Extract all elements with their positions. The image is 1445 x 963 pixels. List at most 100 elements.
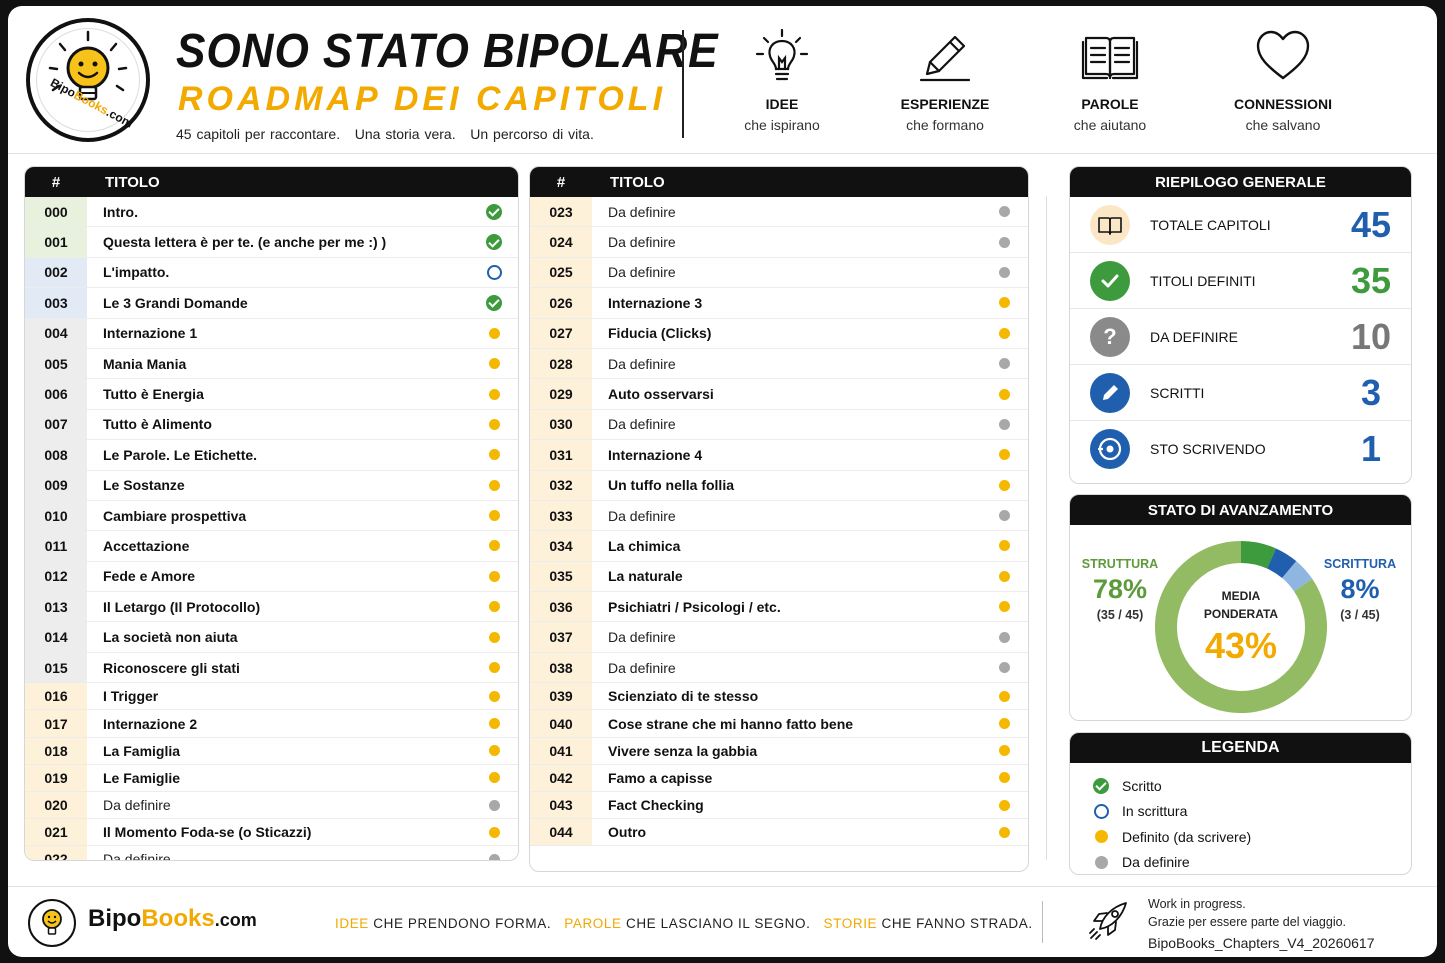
- chapter-title: Scienziato di te stesso: [608, 688, 759, 705]
- chapter-status: [980, 358, 1028, 370]
- struttura-percent: 78%: [1092, 574, 1148, 604]
- scrittura-count: (3 / 45): [1340, 608, 1380, 622]
- chapter-number: 021: [25, 819, 87, 846]
- yellow-dot-icon: [488, 479, 500, 491]
- chapter-title: Fede e Amore: [103, 568, 196, 585]
- chapter-title: Riconoscere gli stati: [103, 659, 240, 676]
- summary-value: 45: [1350, 203, 1392, 245]
- legend-item-da-definire: Da definire: [1090, 850, 1411, 875]
- scrittura-stat: SCRITTURA 8% (3 / 45): [1320, 557, 1400, 622]
- roadmap-page: BipoBooks.com SONO STATO BIPOLARE ROADMA…: [8, 6, 1437, 957]
- chapter-status: [980, 236, 1028, 248]
- chapter-number: 032: [530, 470, 592, 500]
- chapter-number: 004: [25, 318, 87, 348]
- table-row: 025 Da definire: [530, 257, 1028, 289]
- chapter-title: Da definire: [608, 659, 676, 676]
- summary-label: TOTALE CAPITOLI: [1150, 216, 1271, 233]
- chapter-status: [470, 690, 518, 702]
- pillar-connessioni: CONNESSIONI che salvano: [1208, 26, 1358, 133]
- chapter-title: Internazione 2: [103, 715, 198, 732]
- chapter-status: [470, 418, 518, 430]
- gray-dot-icon: [998, 206, 1010, 218]
- summary-label: TITOLI DEFINITI: [1150, 272, 1256, 289]
- chapter-number: 001: [25, 227, 87, 257]
- scrittura-percent: 8%: [1340, 574, 1380, 604]
- chapter-number: 011: [25, 531, 87, 561]
- yellow-dot-icon: [998, 570, 1010, 582]
- chapter-title: Da definire: [608, 416, 676, 433]
- chapter-number: 020: [25, 792, 87, 819]
- chapter-status: [980, 449, 1028, 461]
- summary-title: RIEPILOGO GENERALE: [1070, 167, 1411, 197]
- table-header: # TITOLO: [530, 167, 1028, 197]
- gray-dot-icon: [998, 358, 1010, 370]
- pillar-parole: PAROLE che aiutano: [1035, 26, 1185, 133]
- chapter-title: Tutto è Alimento: [103, 416, 212, 433]
- chapter-title: Da definire: [103, 797, 171, 814]
- donut-segment-in_scrittura: [1267, 548, 1297, 578]
- table-row: 018 La Famiglia: [25, 737, 518, 765]
- ring-icon: [1093, 803, 1109, 819]
- yellow-dot-icon: [998, 540, 1010, 552]
- media-label-1: MEDIA: [1221, 589, 1261, 603]
- tagline: 45 capitoli per raccontare. Una storia v…: [176, 126, 594, 142]
- check-icon: [486, 234, 502, 251]
- summary-value: 35: [1350, 259, 1392, 301]
- chapter-number: 036: [530, 592, 592, 622]
- pillar-parole-line2: che aiutano: [1073, 117, 1147, 133]
- column-header-number: #: [51, 173, 61, 191]
- pencil-icon: [919, 35, 971, 82]
- yellow-dot-icon: [488, 418, 500, 430]
- table-row: 008 Le Parole. Le Etichette.: [25, 440, 518, 471]
- pencil-icon: [1090, 372, 1130, 413]
- yellow-dot-icon: [998, 601, 1010, 613]
- chapter-title: Le Sostanze: [103, 477, 185, 494]
- chapter-number: 043: [530, 792, 592, 819]
- yellow-dot-icon: [998, 449, 1010, 461]
- summary-row: TITOLI DEFINITI 35: [1070, 253, 1411, 309]
- chapter-number: 033: [530, 500, 592, 531]
- footer: BipoBooks.com IDEE CHE PRENDONO FORMA. P…: [8, 886, 1437, 957]
- table-row: 044 Outro: [530, 819, 1028, 847]
- chapter-title: Un tuffo nella follia: [608, 477, 734, 494]
- progress-donut: [1155, 541, 1327, 713]
- table-row: 036 Psichiatri / Psicologi / etc.: [530, 592, 1028, 623]
- pillar-idee-line1: IDEE: [765, 96, 799, 112]
- chapter-status: [980, 631, 1028, 643]
- pillar-idee-line2: che ispirano: [744, 117, 820, 133]
- chapter-status: [980, 418, 1028, 430]
- chapter-title: Da definire: [608, 203, 676, 220]
- summary-label: STO SCRIVENDO: [1150, 441, 1266, 457]
- chapter-number: 015: [25, 652, 87, 683]
- chapter-title: Accettazione: [103, 537, 190, 554]
- chapter-status: [470, 479, 518, 491]
- column-header-number: #: [556, 173, 566, 191]
- yellow-dot-icon: [488, 826, 500, 838]
- chapter-number: 003: [25, 288, 87, 318]
- check-icon: [486, 203, 502, 220]
- donut-segment-scritto: [1241, 541, 1276, 569]
- table-row: 027 Fiducia (Clicks): [530, 318, 1028, 349]
- chapter-number: 027: [530, 318, 592, 348]
- chapter-status: [980, 510, 1028, 522]
- chapter-number: 030: [530, 409, 592, 440]
- chapter-table-right: # TITOLO 023 Da definire 024 Da definire 025…: [529, 166, 1029, 872]
- chapter-status: [980, 327, 1028, 339]
- chapter-status: [470, 294, 518, 311]
- table-row: 043 Fact Checking: [530, 792, 1028, 820]
- legend-label: Scritto: [1122, 777, 1162, 794]
- book-icon: [1081, 36, 1139, 80]
- header: BipoBooks.com SONO STATO BIPOLARE ROADMA…: [8, 6, 1437, 154]
- scrittura-label: SCRITTURA: [1323, 557, 1397, 571]
- chapter-number: 041: [530, 737, 592, 764]
- bipobooks-logo: BipoBooks.com: [26, 18, 150, 142]
- pillar-esperienze-line2: che formano: [906, 117, 984, 133]
- table-row: 007 Tutto è Alimento: [25, 409, 518, 441]
- table-row: 032 Un tuffo nella follia: [530, 470, 1028, 501]
- chapter-title: La Famiglia: [103, 742, 181, 759]
- gray-dot-icon: [488, 799, 500, 811]
- table-row: 042 Famo a capisse: [530, 764, 1028, 792]
- chapter-status: [980, 772, 1028, 784]
- chapter-title: Da definire: [608, 355, 676, 372]
- page-title: SONO STATO BIPOLARE: [176, 25, 719, 78]
